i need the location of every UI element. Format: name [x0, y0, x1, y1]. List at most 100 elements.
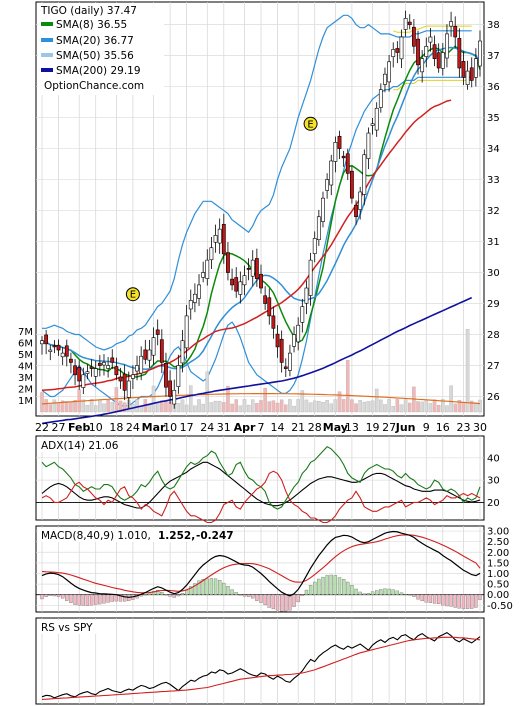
- candle-body: [366, 132, 371, 159]
- x-tick-label: 19: [366, 421, 380, 434]
- y-tick-labels: 262728293031323334353637381M2M3M4M5M6M7M…: [18, 20, 513, 612]
- legend-swatch-sma8: [41, 22, 53, 26]
- candle-body: [102, 362, 106, 366]
- candle-body: [44, 334, 49, 345]
- bollinger-lower: [41, 76, 472, 407]
- price-tick-label: 27: [487, 361, 500, 372]
- macd-histogram-bar: [275, 594, 280, 611]
- macd-histogram-bar: [267, 594, 271, 608]
- volume-bar: [383, 404, 387, 413]
- candle-body: [473, 58, 478, 78]
- macd-histogram-bar: [230, 589, 234, 595]
- volume-bar: [432, 399, 437, 413]
- price-tick-label: 30: [487, 268, 500, 279]
- candle-body: [259, 273, 263, 289]
- macd-histogram-bar: [218, 580, 222, 595]
- legend-sma200: SMA(200) 29.19: [56, 65, 141, 77]
- macd-tick-label: 3.00: [487, 527, 509, 538]
- candle-body: [292, 334, 296, 347]
- macd-histogram-bar: [189, 586, 193, 595]
- volume-tick-label: 3M: [18, 373, 33, 384]
- macd-histogram-bar: [238, 594, 242, 596]
- price-tick-label: 35: [487, 113, 500, 124]
- macd-line: [41, 530, 481, 598]
- rs-series-line: [41, 636, 481, 700]
- x-tick-label: 31: [217, 421, 231, 434]
- macd-histogram-bar: [424, 594, 428, 603]
- candle-body: [131, 374, 135, 379]
- candle-body: [246, 268, 251, 270]
- candle-body: [420, 58, 425, 73]
- candle-body: [139, 355, 144, 374]
- x-tick-label: 14: [271, 421, 285, 434]
- volume-bar: [73, 400, 77, 413]
- macd-histogram-bar: [56, 594, 61, 597]
- volume-bar: [164, 401, 168, 413]
- candle-body: [267, 297, 272, 317]
- candle-body: [432, 44, 437, 59]
- candle-body: [180, 340, 185, 364]
- rs-lines: [41, 631, 481, 700]
- volume-bar: [44, 399, 48, 413]
- macd-histogram-bar: [222, 582, 226, 595]
- macd-histogram-bar: [114, 594, 119, 602]
- candle-body: [118, 376, 123, 382]
- volume-bar: [48, 404, 53, 413]
- candle-body: [312, 238, 317, 254]
- macd-histogram-bar: [61, 594, 65, 599]
- candle-body: [56, 344, 61, 351]
- candle-body: [52, 345, 57, 348]
- volume-bars: [40, 329, 482, 413]
- volume-bar: [263, 387, 267, 413]
- volume-bar: [308, 402, 313, 413]
- volume-bar: [362, 401, 367, 413]
- macd-histogram-bar: [420, 594, 424, 602]
- candle-body: [81, 374, 86, 388]
- candle-body: [69, 358, 73, 363]
- macd-histogram-bar: [168, 594, 172, 597]
- volume-bar: [222, 402, 226, 413]
- macd-histogram-bar: [255, 594, 259, 601]
- adx-title: ADX(14) 21.06: [41, 440, 119, 452]
- candle-body: [449, 21, 453, 27]
- macd-histogram-bar: [118, 594, 123, 602]
- candle-body: [308, 259, 313, 296]
- volume-bar: [374, 388, 379, 413]
- macd-signal-value: 1.252,: [158, 530, 195, 542]
- macd-histogram-bar: [387, 588, 391, 595]
- volume-bar: [85, 405, 90, 413]
- x-tick-label: Jun: [395, 421, 416, 434]
- volume-bar: [226, 386, 230, 413]
- macd-histogram-bar: [110, 594, 114, 602]
- candle-body: [89, 366, 94, 369]
- adx-lines: [41, 446, 481, 524]
- volume-bar: [176, 403, 181, 413]
- volume-bar: [69, 401, 73, 413]
- volume-bar: [250, 399, 255, 413]
- volume-bar: [93, 405, 98, 413]
- macd-histogram-bar: [251, 594, 255, 599]
- macd-histogram-bar: [453, 594, 457, 608]
- macd-histogram-bar: [395, 590, 400, 595]
- macd-histogram-bar: [329, 574, 333, 595]
- volume-bar: [457, 399, 462, 413]
- macd-histogram-bar: [263, 594, 267, 606]
- volume-bar: [65, 401, 69, 413]
- rs-series-line: [41, 631, 481, 699]
- candle-body: [263, 295, 268, 304]
- macd-histogram-bar: [180, 593, 185, 595]
- candle-body: [378, 89, 383, 108]
- volume-bar: [255, 403, 259, 413]
- volume-bar: [403, 399, 408, 413]
- macd-panel-frame: [35, 525, 485, 613]
- volume-bar: [399, 404, 404, 413]
- macd-histogram-bar: [234, 592, 238, 595]
- volume-bar: [52, 399, 57, 413]
- x-tick-label: 23: [456, 421, 470, 434]
- candle-body: [64, 345, 69, 357]
- candle-body: [242, 275, 247, 286]
- volume-bar: [279, 399, 284, 413]
- macd-histogram-bar: [296, 594, 300, 603]
- price-legend: TIGO (daily) 37.47 SMA(8) 36.55 SMA(20) …: [38, 3, 164, 95]
